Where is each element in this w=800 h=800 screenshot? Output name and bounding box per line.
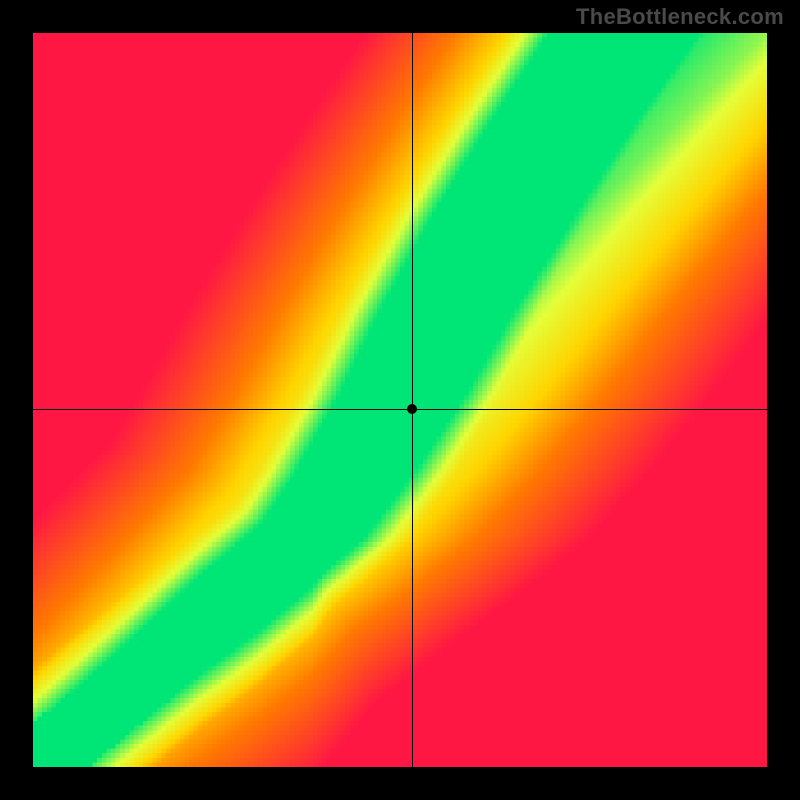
figure-root: TheBottleneck.com (0, 0, 800, 800)
heatmap-canvas (33, 33, 767, 767)
plot-area (33, 33, 767, 767)
crosshair-vertical (412, 33, 413, 767)
crosshair-horizontal (33, 409, 767, 410)
crosshair-dot (407, 404, 417, 414)
watermark-label: TheBottleneck.com (576, 4, 784, 30)
